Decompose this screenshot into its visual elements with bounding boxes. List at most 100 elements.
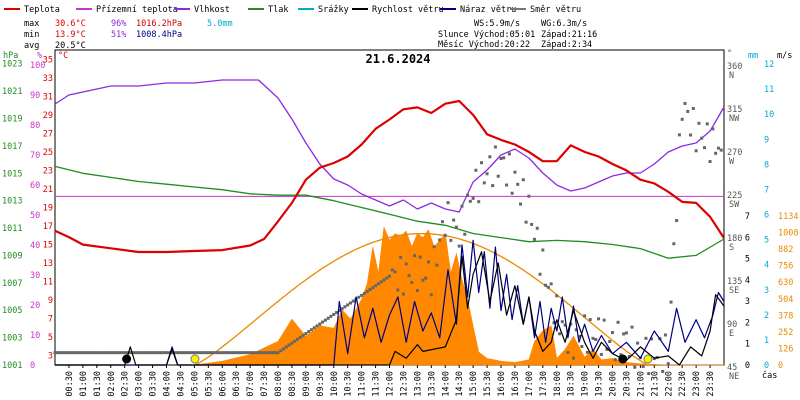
dir-tick-compass: E	[729, 329, 734, 339]
wind-direction-dot	[321, 320, 325, 324]
pct-tick-label: 70	[30, 151, 40, 161]
time-tick-label: 15:30	[483, 371, 493, 397]
wind-direction-dot	[195, 351, 199, 355]
stats-press-min: 1008.4hPa	[136, 30, 182, 40]
hpa-tick-label: 1001	[2, 361, 22, 371]
mm-tick-label: 5	[764, 236, 769, 246]
wind-direction-dot	[343, 305, 347, 309]
axis-unit-ms: m/s	[777, 51, 792, 61]
wind-direction-dot	[162, 351, 166, 355]
mm-tick-label: 10	[764, 110, 774, 120]
wind-direction-dot	[265, 351, 269, 355]
wind-direction-dot	[583, 314, 587, 318]
wind-direction-dot	[159, 351, 163, 355]
c-tick-label: 3	[48, 352, 53, 362]
solar-radiation-area	[194, 226, 724, 366]
wind-direction-dot	[167, 351, 171, 355]
axis-unit-mm: mm	[748, 51, 758, 61]
time-tick-label: 19:30	[595, 371, 605, 397]
legend-label: Vlhkost	[194, 5, 230, 15]
mm-tick-label: 9	[764, 135, 769, 145]
wind-direction-dot	[59, 351, 63, 355]
mm-tick-label: 0	[764, 361, 769, 371]
wind-direction-dot	[131, 351, 135, 355]
time-tick-label: 22:00	[664, 371, 674, 397]
c-tick-label: 5	[48, 333, 53, 343]
wind-direction-dot	[156, 351, 160, 355]
wind-direction-dot	[558, 332, 562, 336]
ms-tick-label: 7	[745, 212, 750, 222]
legend-label: Teplota	[24, 5, 60, 15]
dir-tick-compass: SW	[729, 200, 740, 210]
wind-direction-dot	[332, 312, 336, 316]
hpa-tick-label: 1009	[2, 251, 22, 261]
wind-direction-dot	[284, 345, 288, 349]
wind-speed-info: WS:5.9m/s	[474, 19, 520, 29]
wind-direction-dot	[148, 351, 152, 355]
ms-tick-label: 2	[745, 318, 750, 328]
time-tick-label: 23:00	[692, 371, 702, 397]
wind-direction-dot	[446, 201, 450, 205]
c-tick-label: 31	[43, 92, 53, 102]
axis-unit-deg: °	[727, 49, 732, 59]
wind-direction-dot	[73, 351, 77, 355]
wind-direction-dot	[56, 351, 60, 355]
wind-direction-dot	[644, 336, 648, 340]
wind-direction-dot	[452, 218, 456, 222]
time-tick-label: 08:30	[288, 371, 298, 397]
hpa-tick-label: 1007	[2, 279, 22, 289]
rad-tick-label: 0	[778, 361, 783, 371]
wind-direction-dot	[708, 160, 712, 164]
wind-direction-dot	[374, 284, 378, 288]
time-tick-label: 20:00	[609, 371, 619, 397]
c-tick-label: 13	[43, 259, 53, 269]
wind-direction-dot	[293, 339, 297, 343]
time-tick-label: 05:30	[204, 371, 214, 397]
wind-direction-dot	[479, 161, 483, 165]
time-tick-label: 10:30	[344, 371, 354, 397]
time-tick-label: 17:00	[525, 371, 535, 397]
wind-direction-dot	[153, 351, 157, 355]
time-tick-label: 14:30	[455, 371, 465, 397]
wind-direction-dot	[276, 351, 280, 355]
stats-hum-max: 96%	[111, 19, 126, 29]
time-tick-label: 18:30	[567, 371, 577, 397]
wind-direction-dot	[112, 351, 116, 355]
time-tick-label: 21:00	[636, 371, 646, 397]
wind-direction-dot	[519, 202, 523, 206]
c-tick-label: 7	[48, 315, 53, 325]
wind-direction-dot	[440, 220, 444, 224]
time-tick-label: 05:00	[190, 371, 200, 397]
wind-direction-dot	[549, 282, 553, 286]
mm-tick-label: 12	[764, 60, 774, 70]
wind-direction-dot	[546, 285, 550, 289]
dir-tick-label: 315	[727, 105, 742, 115]
wind-direction-dot	[641, 365, 645, 369]
humidity-line	[54, 79, 725, 213]
wind-direction-dot	[385, 276, 389, 280]
wind-direction-dot	[184, 351, 188, 355]
wind-direction-dot	[563, 323, 567, 327]
time-tick-label: 02:00	[107, 371, 117, 397]
wind-direction-dot	[401, 292, 405, 296]
wind-direction-dot	[463, 232, 467, 236]
dir-tick-compass: N	[729, 71, 734, 81]
wind-direction-dot	[329, 314, 333, 318]
wind-direction-dot	[368, 288, 372, 292]
wind-direction-dot	[304, 332, 308, 336]
wind-direction-dot	[613, 358, 617, 362]
time-tick-label: 13:30	[427, 371, 437, 397]
pct-tick-label: 30	[30, 271, 40, 281]
dir-tick-label: 270	[727, 148, 742, 158]
rad-tick-label: 126	[778, 344, 793, 354]
c-tick-label: 27	[43, 129, 53, 139]
wind-direction-dot	[388, 274, 391, 278]
wind-direction-dot	[493, 145, 497, 149]
wind-direction-dot	[524, 220, 528, 224]
wind-direction-dot	[128, 351, 132, 355]
wind-direction-dot	[507, 152, 511, 156]
time-tick-label: 06:30	[232, 371, 242, 397]
time-tick-label: 18:00	[553, 371, 563, 397]
wind-direction-dot	[351, 299, 355, 303]
c-tick-label: 15	[43, 241, 53, 251]
